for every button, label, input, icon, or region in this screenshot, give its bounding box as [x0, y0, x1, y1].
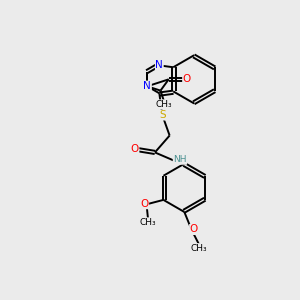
Text: CH₃: CH₃: [156, 100, 172, 109]
Text: S: S: [159, 110, 166, 120]
Text: O: O: [140, 199, 148, 209]
Text: CH₃: CH₃: [140, 218, 156, 227]
Text: N: N: [143, 81, 151, 91]
Text: O: O: [190, 224, 198, 235]
Text: NH: NH: [173, 155, 187, 164]
Text: N: N: [143, 81, 151, 91]
Text: O: O: [183, 74, 191, 84]
Text: N: N: [155, 60, 163, 70]
Text: O: O: [130, 145, 139, 154]
Text: CH₃: CH₃: [191, 244, 207, 253]
